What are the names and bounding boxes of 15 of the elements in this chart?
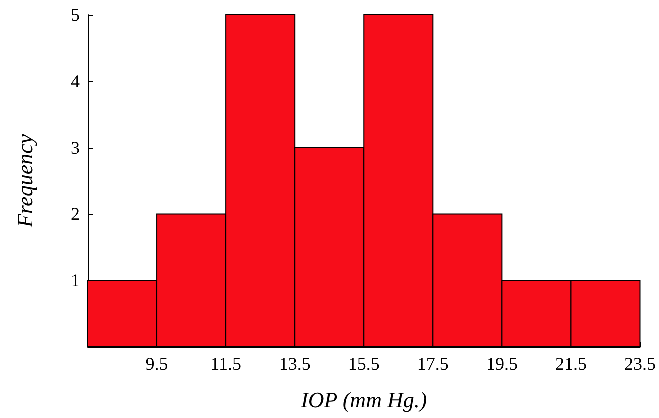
- x-tick-label: 21.5: [555, 354, 587, 374]
- x-tick-label: 17.5: [417, 354, 449, 374]
- y-tick-label: 1: [71, 270, 80, 291]
- y-tick-label: 5: [71, 5, 80, 25]
- y-axis-title: Frequency: [12, 134, 38, 229]
- x-tick-label: 11.5: [210, 354, 242, 374]
- y-tick-label: 4: [71, 71, 80, 92]
- y-tick-label: 3: [71, 138, 80, 158]
- x-tick-label: 15.5: [348, 354, 380, 374]
- x-tick-label: 23.5: [624, 354, 656, 374]
- x-axis-title: IOP (mm Hg.): [300, 388, 428, 412]
- x-tick-label: 9.5: [146, 354, 168, 374]
- x-tick-label: 13.5: [279, 354, 311, 374]
- y-tick-label: 2: [71, 204, 80, 224]
- x-tick-label: 19.5: [486, 354, 518, 374]
